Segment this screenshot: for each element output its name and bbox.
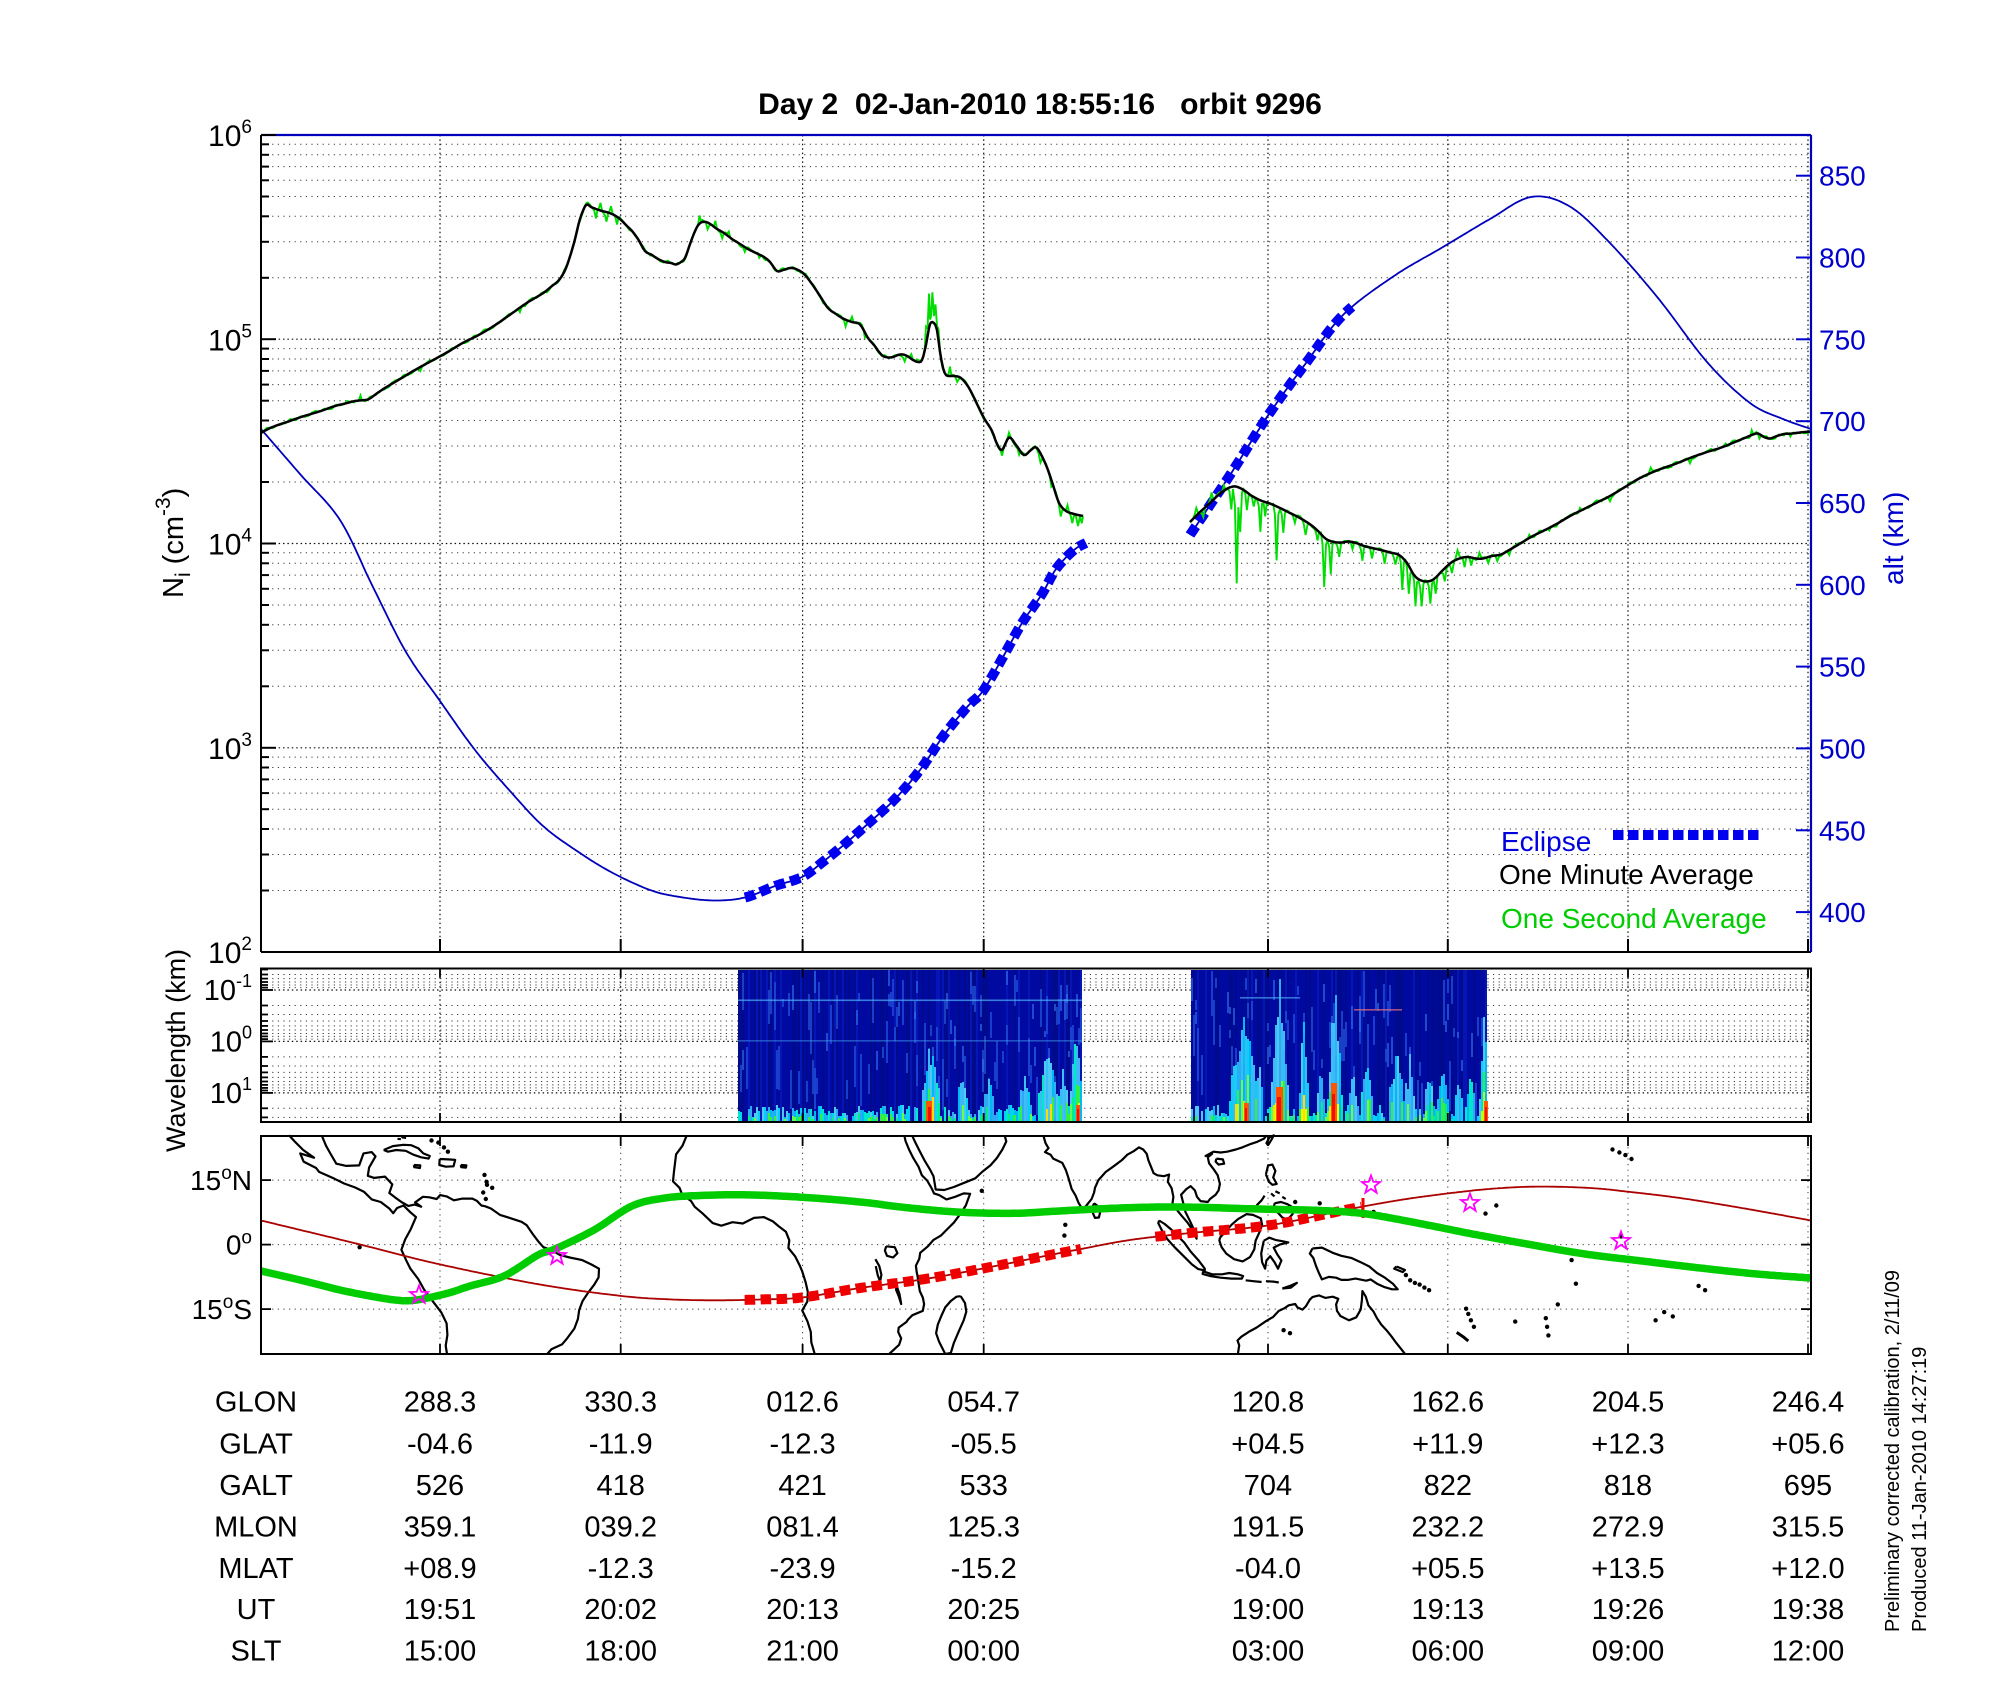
svg-text:421: 421	[778, 1470, 826, 1502]
svg-text:600: 600	[1819, 570, 1866, 601]
svg-text:20:25: 20:25	[947, 1594, 1020, 1626]
svg-text:704: 704	[1244, 1470, 1292, 1502]
svg-text:800: 800	[1819, 243, 1866, 274]
svg-text:12:00: 12:00	[1772, 1636, 1845, 1668]
svg-text:One Second Average: One Second Average	[1501, 903, 1767, 934]
svg-text:054.7: 054.7	[947, 1387, 1020, 1419]
svg-text:288.3: 288.3	[404, 1387, 477, 1419]
svg-text:818: 818	[1604, 1470, 1652, 1502]
svg-text:15oN: 15oN	[190, 1163, 252, 1196]
svg-text:232.2: 232.2	[1412, 1512, 1485, 1544]
svg-text:GLON: GLON	[215, 1387, 297, 1419]
svg-text:19:13: 19:13	[1412, 1594, 1485, 1626]
svg-text:012.6: 012.6	[766, 1387, 839, 1419]
svg-text:-04.6: -04.6	[407, 1429, 473, 1461]
svg-text:550: 550	[1819, 652, 1866, 683]
svg-text:330.3: 330.3	[584, 1387, 657, 1419]
svg-text:09:00: 09:00	[1592, 1636, 1665, 1668]
svg-text:Wavelength (km): Wavelength (km)	[161, 949, 191, 1152]
svg-text:+08.9: +08.9	[403, 1553, 476, 1585]
svg-text:450: 450	[1819, 815, 1866, 846]
svg-text:19:00: 19:00	[1232, 1594, 1305, 1626]
svg-text:+05.5: +05.5	[1411, 1553, 1484, 1585]
svg-text:03:00: 03:00	[1232, 1636, 1305, 1668]
svg-text:204.5: 204.5	[1592, 1387, 1665, 1419]
svg-text:315.5: 315.5	[1772, 1512, 1845, 1544]
svg-text:21:00: 21:00	[766, 1636, 839, 1668]
svg-text:400: 400	[1819, 897, 1866, 928]
svg-text:-12.3: -12.3	[588, 1553, 654, 1585]
svg-text:GALT: GALT	[219, 1470, 293, 1502]
svg-text:102: 102	[208, 934, 252, 970]
svg-text:Day 2 02-Jan-2010 18:55:16: Day 2 02-Jan-2010 18:55:16 orbit 9296	[758, 88, 1322, 121]
svg-text:700: 700	[1819, 406, 1866, 437]
svg-text:246.4: 246.4	[1772, 1387, 1845, 1419]
svg-text:UT: UT	[237, 1594, 276, 1626]
svg-text:500: 500	[1819, 733, 1866, 764]
svg-text:19:38: 19:38	[1772, 1594, 1845, 1626]
svg-text:One Minute Average: One Minute Average	[1499, 859, 1754, 890]
svg-text:19:26: 19:26	[1592, 1594, 1665, 1626]
svg-text:272.9: 272.9	[1592, 1512, 1665, 1544]
svg-text:Produced 11-Jan-2010 14:27:19: Produced 11-Jan-2010 14:27:19	[1909, 1347, 1931, 1632]
svg-text:162.6: 162.6	[1412, 1387, 1485, 1419]
svg-text:-05.5: -05.5	[951, 1429, 1017, 1461]
svg-text:15oS: 15oS	[192, 1292, 252, 1325]
svg-text:+12.0: +12.0	[1771, 1553, 1844, 1585]
svg-text:-11.9: -11.9	[589, 1429, 653, 1461]
svg-text:533: 533	[960, 1470, 1008, 1502]
svg-text:822: 822	[1424, 1470, 1472, 1502]
svg-text:MLON: MLON	[214, 1512, 298, 1544]
svg-text:15:00: 15:00	[404, 1636, 477, 1668]
svg-text:+05.6: +05.6	[1771, 1429, 1844, 1461]
svg-text:20:13: 20:13	[766, 1594, 839, 1626]
svg-text:Preliminary corrected calibrat: Preliminary corrected calibration, 2/11/…	[1882, 1270, 1904, 1632]
svg-text:125.3: 125.3	[947, 1512, 1020, 1544]
svg-text:-23.9: -23.9	[770, 1553, 836, 1585]
svg-text:00:00: 00:00	[947, 1636, 1020, 1668]
svg-text:695: 695	[1784, 1470, 1832, 1502]
svg-text:+11.9: +11.9	[1412, 1429, 1483, 1461]
svg-text:+13.5: +13.5	[1591, 1553, 1664, 1585]
svg-text:+12.3: +12.3	[1591, 1429, 1664, 1461]
svg-text:alt (km): alt (km)	[1878, 492, 1909, 585]
svg-text:06:00: 06:00	[1412, 1636, 1485, 1668]
svg-text:359.1: 359.1	[404, 1512, 477, 1544]
svg-text:081.4: 081.4	[766, 1512, 839, 1544]
svg-text:418: 418	[597, 1470, 645, 1502]
svg-text:-12.3: -12.3	[770, 1429, 836, 1461]
svg-text:10-1: 10-1	[204, 971, 252, 1007]
svg-text:SLT: SLT	[230, 1636, 281, 1668]
svg-text:MLAT: MLAT	[218, 1553, 293, 1585]
svg-text:526: 526	[416, 1470, 464, 1502]
svg-text:850: 850	[1819, 161, 1866, 192]
svg-text:18:00: 18:00	[584, 1636, 657, 1668]
svg-text:GLAT: GLAT	[219, 1429, 293, 1461]
svg-text:750: 750	[1819, 324, 1866, 355]
svg-text:20:02: 20:02	[584, 1594, 657, 1626]
svg-text:19:51: 19:51	[404, 1594, 477, 1626]
svg-text:191.5: 191.5	[1232, 1512, 1305, 1544]
svg-text:-15.2: -15.2	[951, 1553, 1017, 1585]
svg-text:039.2: 039.2	[584, 1512, 657, 1544]
svg-text:650: 650	[1819, 488, 1866, 519]
svg-text:-04.0: -04.0	[1235, 1553, 1301, 1585]
svg-text:+04.5: +04.5	[1231, 1429, 1304, 1461]
svg-text:Eclipse: Eclipse	[1501, 826, 1591, 857]
svg-text:120.8: 120.8	[1232, 1387, 1305, 1419]
